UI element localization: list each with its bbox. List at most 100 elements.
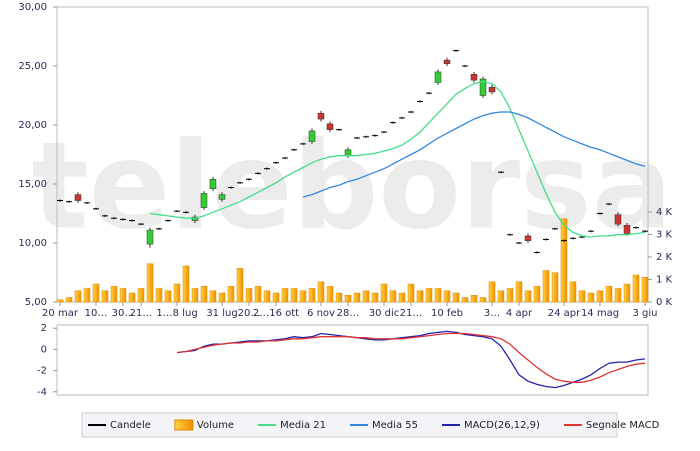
- volume-bar: [290, 288, 298, 303]
- legend-swatch: [174, 419, 194, 431]
- legend-label: Segnale MACD: [586, 420, 660, 431]
- y2-tick-label: 1 K: [656, 274, 673, 285]
- plot-frame: [56, 6, 649, 303]
- candle-body: [344, 149, 352, 156]
- y-tick-label: -2: [37, 366, 47, 377]
- y2-tick-label: 0 K: [656, 297, 673, 308]
- x-tick-label: 1…8 lug: [156, 308, 197, 319]
- volume-bar: [173, 283, 181, 303]
- candle-body: [488, 86, 496, 93]
- x-tick-label: 2…16 ott: [253, 308, 299, 319]
- volume-bar: [515, 281, 523, 303]
- volume-bar: [452, 292, 460, 303]
- legend-label: Candele: [110, 420, 151, 431]
- candle-body: [524, 235, 532, 241]
- x-tick-label: 21…: [400, 308, 423, 319]
- volume-bar: [533, 285, 541, 303]
- volume-bar: [578, 290, 586, 303]
- candle-body: [209, 179, 217, 189]
- y-tick-label: 5,00: [25, 297, 47, 308]
- candle-body: [200, 193, 208, 208]
- y-tick-label: 25,00: [18, 61, 47, 72]
- line-series: [176, 330, 646, 389]
- volume-bar: [110, 285, 118, 303]
- x-tick-label: 4 apr: [506, 308, 533, 319]
- volume-bar: [461, 297, 469, 303]
- legend-label: Media 55: [372, 420, 418, 431]
- candle-body: [146, 229, 154, 245]
- volume-bar: [308, 288, 316, 303]
- volume-bar: [560, 218, 568, 303]
- volume-bar: [200, 285, 208, 303]
- volume-bar: [164, 290, 172, 303]
- candle-body: [470, 74, 478, 81]
- y-tick-label: 2: [41, 323, 47, 334]
- volume-bar: [524, 290, 532, 303]
- x-tick-label: 20 mar: [42, 308, 79, 319]
- y-tick-label: 30,00: [18, 2, 47, 13]
- volume-bar: [227, 285, 235, 303]
- volume-bar: [254, 285, 262, 303]
- volume-bar: [497, 290, 505, 303]
- x-tick-label: 21…: [130, 308, 153, 319]
- volume-bar: [92, 283, 100, 303]
- candle-body: [74, 194, 82, 201]
- candle-body: [434, 71, 442, 83]
- volume-bar: [317, 281, 325, 303]
- volume-bar: [272, 292, 280, 303]
- volume-bar: [101, 290, 109, 303]
- volume-bar: [182, 265, 190, 303]
- volume-bar: [389, 290, 397, 303]
- x-tick-label: 30…: [112, 308, 135, 319]
- volume-bar: [353, 292, 361, 303]
- candle-body: [443, 59, 451, 64]
- volume-bar: [236, 267, 244, 303]
- volume-bar: [209, 290, 217, 303]
- y2-tick-label: 2 K: [656, 252, 673, 263]
- volume-bar: [128, 292, 136, 303]
- volume-bar: [380, 283, 388, 303]
- volume-bar: [371, 292, 379, 303]
- x-tick-label: 10…: [85, 308, 108, 319]
- volume-bar: [191, 288, 199, 303]
- line-series: [302, 111, 646, 198]
- y-tick-label: 20,00: [18, 120, 47, 131]
- volume-bar: [623, 283, 631, 303]
- volume-bar: [641, 276, 649, 303]
- volume-bar: [56, 299, 64, 303]
- volume-bar: [605, 285, 613, 303]
- legend-label: MACD(26,12,9): [464, 420, 540, 431]
- volume-bar: [506, 288, 514, 303]
- candle-body: [614, 214, 622, 225]
- volume-bar: [326, 285, 334, 303]
- volume-bar: [146, 263, 154, 303]
- volume-bar: [335, 292, 343, 303]
- volume-bar: [488, 281, 496, 303]
- x-tick-label: 3 giu: [632, 308, 657, 319]
- volume-bar: [614, 288, 622, 303]
- volume-bar: [362, 290, 370, 303]
- x-tick-label: 30 dic: [369, 308, 400, 319]
- candle-body: [317, 112, 325, 120]
- x-tick-label: 14 mag: [581, 308, 619, 319]
- volume-bar: [443, 290, 451, 303]
- volume-bar: [263, 290, 271, 303]
- volume-bar: [155, 288, 163, 303]
- volume-bar: [65, 297, 73, 303]
- x-tick-label: 31 lug: [206, 308, 237, 319]
- volume-bar: [416, 290, 424, 303]
- volume-bar: [434, 288, 442, 303]
- volume-bar: [569, 281, 577, 303]
- x-tick-label: 3…: [484, 308, 500, 319]
- volume-bar: [551, 272, 559, 303]
- macd-frame: [56, 324, 649, 396]
- legend-label: Volume: [197, 420, 234, 431]
- volume-bar: [596, 290, 604, 303]
- volume-bar: [542, 270, 550, 303]
- volume-bar: [398, 292, 406, 303]
- volume-bar: [470, 294, 478, 303]
- volume-bar: [632, 274, 640, 303]
- volume-bar: [299, 290, 307, 303]
- y2-tick-label: 4 K: [656, 207, 673, 218]
